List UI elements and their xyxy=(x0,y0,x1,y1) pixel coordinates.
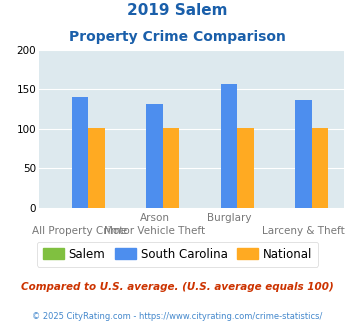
Bar xyxy=(295,100,312,208)
Text: Larceny & Theft: Larceny & Theft xyxy=(262,226,345,236)
Text: 2019 Salem: 2019 Salem xyxy=(127,3,228,18)
Text: Motor Vehicle Theft: Motor Vehicle Theft xyxy=(104,226,205,236)
Text: Burglary: Burglary xyxy=(207,213,251,223)
Text: Compared to U.S. average. (U.S. average equals 100): Compared to U.S. average. (U.S. average … xyxy=(21,282,334,292)
Bar xyxy=(237,128,253,208)
Bar xyxy=(221,84,237,208)
Text: Property Crime Comparison: Property Crime Comparison xyxy=(69,30,286,44)
Bar xyxy=(163,128,179,208)
Text: All Property Crime: All Property Crime xyxy=(32,226,127,236)
Bar xyxy=(72,97,88,208)
Bar xyxy=(312,128,328,208)
Text: Arson: Arson xyxy=(140,213,169,223)
Bar xyxy=(146,104,163,208)
Text: © 2025 CityRating.com - https://www.cityrating.com/crime-statistics/: © 2025 CityRating.com - https://www.city… xyxy=(32,312,323,321)
Bar xyxy=(88,128,105,208)
Legend: Salem, South Carolina, National: Salem, South Carolina, National xyxy=(37,242,318,267)
